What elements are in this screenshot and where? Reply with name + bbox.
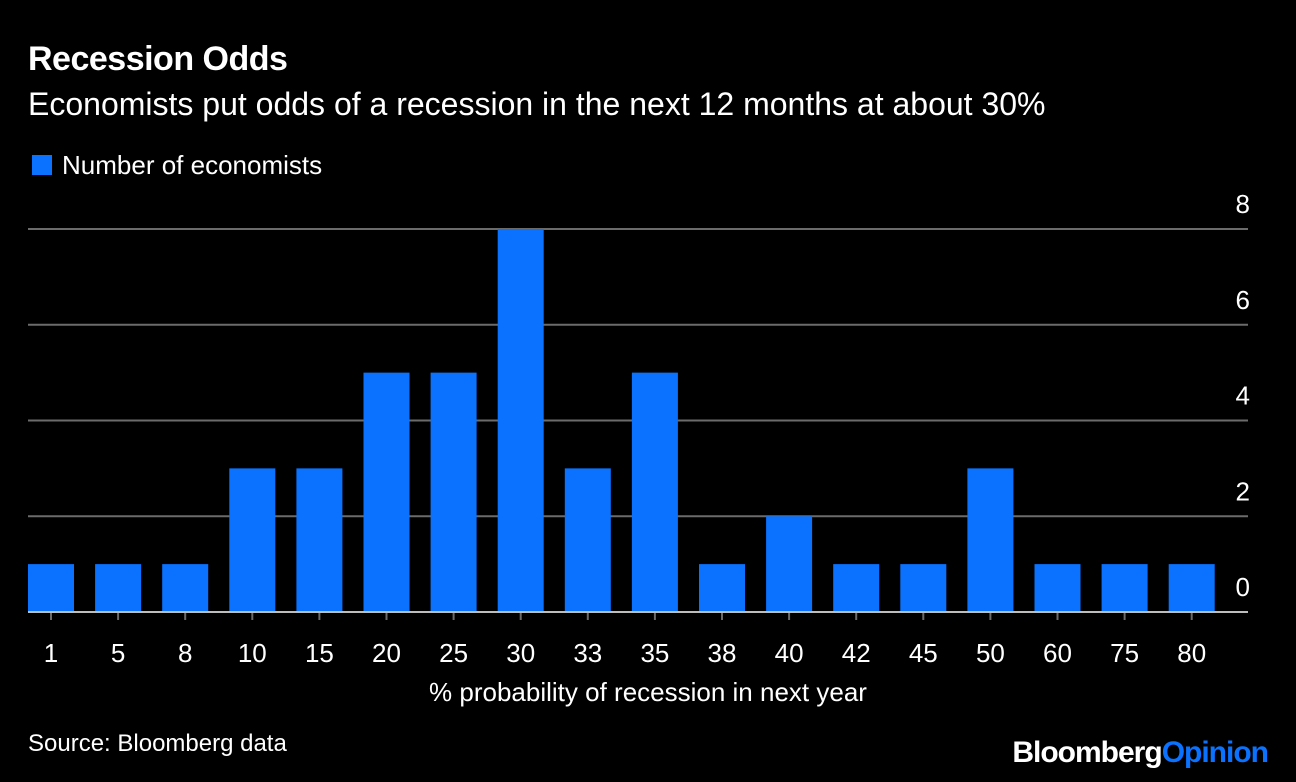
bar xyxy=(363,372,410,612)
brand-opinion: Opinion xyxy=(1161,736,1269,769)
x-tick-label: 80 xyxy=(1177,638,1206,668)
bar xyxy=(631,372,678,612)
bar xyxy=(967,468,1014,612)
x-tick-label: 50 xyxy=(976,638,1005,668)
bar xyxy=(497,229,544,612)
bar xyxy=(766,516,813,612)
bar xyxy=(95,564,142,612)
x-tick-label: 30 xyxy=(506,638,535,668)
x-tick-label: 33 xyxy=(573,638,602,668)
y-tick-label: 6 xyxy=(1236,285,1250,315)
legend-label: Number of economists xyxy=(62,149,323,180)
bar xyxy=(900,564,947,612)
bar xyxy=(564,468,611,612)
bloomberg-opinion-logo: BloombergOpinion xyxy=(1012,736,1269,770)
x-tick-label: 35 xyxy=(640,638,669,668)
x-tick-label: 42 xyxy=(842,638,871,668)
bar xyxy=(162,564,209,612)
bar xyxy=(296,468,343,612)
y-tick-label: 0 xyxy=(1236,572,1250,602)
bar xyxy=(1101,564,1148,612)
x-tick-label: 45 xyxy=(909,638,938,668)
bar xyxy=(28,564,74,612)
source-note: Source: Bloomberg data xyxy=(28,730,287,757)
x-tick-label: 25 xyxy=(439,638,468,668)
bar xyxy=(229,468,276,612)
x-tick-label: 40 xyxy=(775,638,804,668)
chart-subtitle: Economists put odds of a recession in th… xyxy=(28,86,1046,122)
chart-title: Recession Odds xyxy=(28,40,288,78)
x-tick-label: 75 xyxy=(1110,638,1139,668)
bar xyxy=(699,564,745,612)
legend-swatch xyxy=(32,155,52,175)
x-tick-label: 8 xyxy=(178,638,192,668)
x-tick-label: 5 xyxy=(111,638,125,668)
y-tick-label: 8 xyxy=(1236,189,1250,219)
x-tick-label: 20 xyxy=(372,638,401,668)
x-tick-label: 10 xyxy=(238,638,267,668)
y-tick-label: 4 xyxy=(1236,381,1250,411)
x-tick-label: 38 xyxy=(708,638,737,668)
x-tick-label: 15 xyxy=(305,638,334,668)
brand-bloomberg: Bloomberg xyxy=(1012,736,1162,769)
y-tick-label: 2 xyxy=(1236,476,1250,506)
x-tick-label: 60 xyxy=(1043,638,1072,668)
bar xyxy=(833,564,880,612)
x-tick-label: 1 xyxy=(44,638,58,668)
bar xyxy=(430,372,477,612)
x-axis-label: % probability of recession in next year xyxy=(429,677,867,707)
bars xyxy=(28,229,1215,612)
bar xyxy=(1168,564,1215,612)
bar xyxy=(1034,564,1081,612)
chart-legend: Number of economists xyxy=(32,150,322,180)
